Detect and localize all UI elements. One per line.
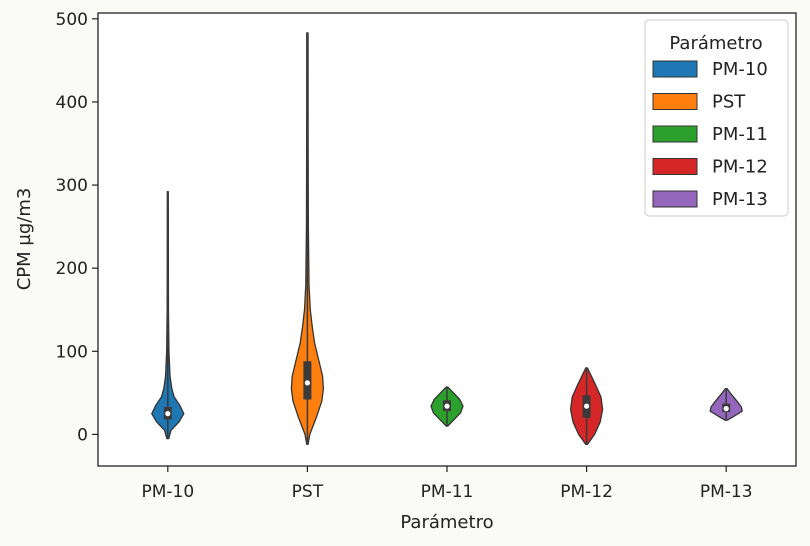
y-tick-label-100: 100 (56, 342, 88, 362)
legend-label-pm-12: PM-12 (712, 157, 768, 178)
legend-label-pst: PST (712, 92, 746, 113)
legend-swatch-pst (652, 93, 698, 110)
legend-swatch-pm-13 (652, 190, 698, 208)
violins-layer (151, 32, 743, 446)
y-axis-label: CPM µg/m3 (14, 188, 35, 291)
legend-label-pm-13: PM-13 (712, 189, 768, 210)
y-tick-label-300: 300 (56, 176, 88, 196)
legend-swatch-pm-11 (652, 125, 698, 143)
y-tick-label-200: 200 (56, 259, 88, 279)
violin-median-pm-13 (723, 406, 729, 412)
violin-median-pm-11 (444, 403, 450, 409)
violin-pm-13 (709, 388, 743, 421)
x-tick-label-pm-11: PM-11 (421, 482, 474, 502)
violin-median-pst (304, 380, 310, 386)
legend-title: Parámetro (669, 33, 762, 54)
x-tick-label-pst: PST (292, 482, 324, 502)
violin-pm-11 (430, 386, 464, 427)
y-axis: 0 100 200 300 400 500 (56, 10, 98, 445)
y-tick-label-400: 400 (56, 93, 88, 113)
legend-swatch-pm-12 (652, 158, 698, 175)
violin-median-pm-10 (165, 411, 171, 417)
legend-swatch-pm-10 (652, 60, 698, 78)
x-tick-label-pm-10: PM-10 (141, 482, 194, 502)
violin-median-pm-12 (584, 403, 590, 409)
y-tick-label-0: 0 (77, 425, 88, 445)
violin-pst (290, 32, 325, 446)
x-axis-label: Parámetro (400, 512, 493, 533)
legend: Parámetro PM-10 PST PM-11 PM-12 PM-13 (644, 19, 789, 217)
x-tick-label-pm-13: PM-13 (700, 482, 753, 502)
legend-label-pm-10: PM-10 (712, 59, 768, 80)
x-tick-label-pm-12: PM-12 (560, 482, 613, 502)
y-tick-label-500: 500 (56, 10, 88, 30)
violin-pm-10 (151, 191, 185, 440)
legend-label-pm-11: PM-11 (712, 124, 768, 145)
x-axis: PM-10 PST PM-11 PM-12 PM-13 (141, 466, 753, 502)
violin-pm-12 (569, 367, 604, 446)
